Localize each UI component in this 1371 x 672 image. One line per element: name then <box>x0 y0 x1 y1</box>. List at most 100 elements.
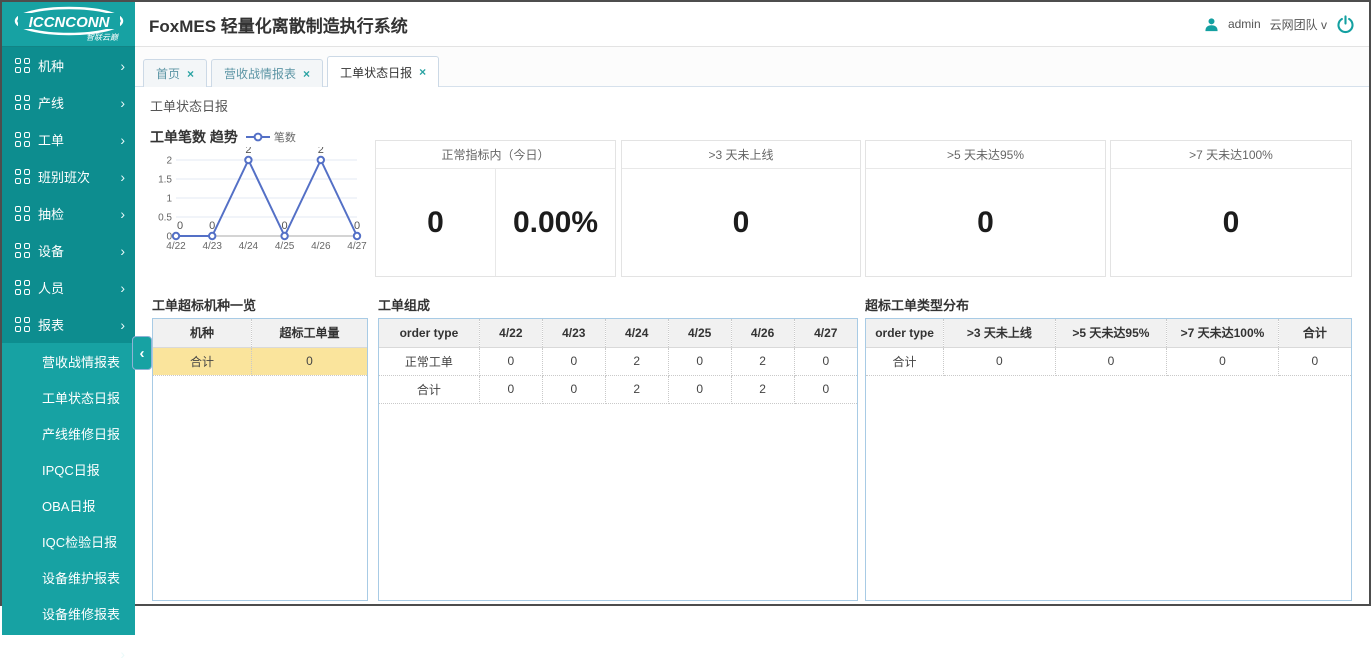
sidebar-subitem-7-0[interactable]: 营收战情报表 <box>42 355 121 370</box>
order-count-trend-chart: 工单笔数 趋势 笔数 0 0.5 1 1.5 2 4/22 4/23 4/24 4/25 4/26… <box>150 127 370 257</box>
table-cell: 0 <box>479 375 543 404</box>
tab-close-icon[interactable]: × <box>303 66 311 81</box>
svg-text:4/24: 4/24 <box>239 241 259 252</box>
table-section-2: 超标工单类型分布 order type >3 天未上线 >5 天未达95% >7 天未达… <box>865 295 1352 601</box>
table-row[interactable]: 合计 0 0 0 0 <box>866 347 1351 376</box>
sidebar-item-1[interactable]: 产线 › <box>2 84 135 121</box>
table-header-cell: 合计 <box>1278 319 1351 348</box>
sidebar-submenu: 营收战情报表 工单状态日报 产线维修日报 IPQC日报 OBA日报 IQC检验日报 设备维护… <box>2 343 135 635</box>
sidebar-item-4[interactable]: 抽检 › <box>2 195 135 232</box>
kpi-card-body: 0 <box>866 169 1105 276</box>
sidebar-item-0[interactable]: 机种 › <box>2 47 135 84</box>
table-cell: 0 <box>794 375 857 404</box>
app-title: FoxMES 轻量化离散制造执行系统 <box>149 16 408 36</box>
chevron-right-icon: › <box>120 279 125 296</box>
sidebar-item-label: 班别班次 <box>38 170 91 185</box>
grid-icon <box>15 169 30 184</box>
kpi-card-body: 0 <box>1111 169 1351 276</box>
sidebar-collapse-button[interactable]: ‹ <box>132 336 152 370</box>
sidebar-subitem-7-4[interactable]: OBA日报 <box>42 499 96 514</box>
user-area: admin 云网团队 v <box>1204 14 1355 34</box>
svg-text:4/22: 4/22 <box>166 241 186 252</box>
topbar: FoxMES 轻量化离散制造执行系统 admin 云网团队 v <box>135 2 1369 47</box>
data-table: order type >3 天未上线 >5 天未达95% >7 天未达100% 合计 合计… <box>866 319 1351 376</box>
chevron-right-icon: › <box>120 205 125 222</box>
kpi-card-3: >7 天未达100% 0 <box>1110 140 1352 277</box>
sidebar-item-6[interactable]: 人员 › <box>2 269 135 306</box>
table-header-cell: 4/25 <box>668 319 732 348</box>
company-logo: ICCNCONN 智联云巅 <box>2 2 135 47</box>
svg-text:2: 2 <box>245 147 251 156</box>
table-cell: 2 <box>605 375 669 404</box>
user-icon <box>1205 17 1218 31</box>
tab-0[interactable]: 首页 × <box>143 59 208 87</box>
sidebar-subitem-7-7[interactable]: 设备维修报表 <box>42 607 121 622</box>
legend-line-marker-icon <box>245 132 270 142</box>
table-title: 工单组成 <box>378 298 431 313</box>
chevron-right-icon: › <box>120 94 125 111</box>
table-container: 机种 超标工单量 合计 0 <box>152 318 368 601</box>
table-cell: 0 <box>794 347 857 376</box>
sidebar-item-label: 系统 <box>38 647 65 662</box>
chevron-right-icon: › <box>120 242 125 259</box>
table-header-cell: 4/22 <box>479 319 543 348</box>
svg-text:2: 2 <box>318 147 324 156</box>
sidebar-item-2[interactable]: 工单 › <box>2 121 135 158</box>
kpi-value: 0 <box>732 205 750 239</box>
table-header-cell: >7 天未达100% <box>1166 319 1279 348</box>
table-row[interactable]: 合计 0 0 2 0 2 0 <box>379 375 857 404</box>
kpi-value: 0 <box>427 205 444 239</box>
svg-text:4/23: 4/23 <box>202 241 222 252</box>
sidebar-group-4: 抽检 › <box>2 195 135 232</box>
table-cell: 0 <box>1055 347 1168 376</box>
team-dropdown[interactable]: 云网团队 v <box>1269 17 1327 32</box>
tab-close-icon[interactable]: × <box>187 66 195 81</box>
chevron-right-icon: › <box>120 168 125 185</box>
table-header-row: order type >3 天未上线 >5 天未达95% >7 天未达100% 合计 <box>866 319 1351 348</box>
sidebar-item-8[interactable]: 系统 › <box>2 635 135 672</box>
sidebar-item-3[interactable]: 班别班次 › <box>2 158 135 195</box>
tab-2[interactable]: 工单状态日报 × <box>327 56 440 87</box>
sidebar-item-label: 人员 <box>38 281 65 296</box>
sidebar-subitem-7-6[interactable]: 设备维护报表 <box>42 571 121 586</box>
sidebar-subitem-7-3[interactable]: IPQC日报 <box>42 463 100 478</box>
sidebar-item-label: 机种 <box>38 59 65 74</box>
table-row[interactable]: 正常工单 0 0 2 0 2 0 <box>379 347 857 376</box>
table-header-cell: 4/26 <box>731 319 795 348</box>
table-header-row: order type 4/22 4/23 4/24 4/25 4/26 4/27 <box>379 319 857 348</box>
table-header-cell: order type <box>866 319 945 348</box>
sidebar-item-5[interactable]: 设备 › <box>2 232 135 269</box>
tab-close-icon[interactable]: × <box>419 65 427 79</box>
table-row[interactable]: 合计 0 <box>153 347 367 376</box>
svg-text:0: 0 <box>282 220 288 232</box>
table-cell: 合计 <box>866 347 945 376</box>
svg-text:4/25: 4/25 <box>275 241 295 252</box>
power-icon[interactable] <box>1336 14 1355 34</box>
table-header-cell: 4/27 <box>794 319 857 348</box>
tab-1[interactable]: 营收战情报表 × <box>211 59 324 87</box>
tab-label: 工单状态日报 <box>340 65 413 80</box>
chevron-right-icon: › <box>120 57 125 74</box>
sidebar-subitem-7-2[interactable]: 产线维修日报 <box>42 427 121 442</box>
svg-text:0: 0 <box>209 220 215 232</box>
table-cell: 0 <box>943 347 1056 376</box>
svg-text:2: 2 <box>166 156 172 167</box>
kpi-value: 0 <box>1222 205 1240 239</box>
kpi-value: 0.00% <box>495 169 615 276</box>
sidebar-item-7[interactable]: 报表 › <box>2 306 135 343</box>
table-cell: 0 <box>1166 347 1279 376</box>
grid-icon <box>15 95 30 110</box>
svg-text:4/27: 4/27 <box>347 241 367 252</box>
sidebar-subitem-7-1[interactable]: 工单状态日报 <box>42 391 121 406</box>
sidebar-subitem-7-5[interactable]: IQC检验日报 <box>42 535 118 550</box>
svg-text:ICCNCONN: ICCNCONN <box>28 14 110 31</box>
chart-legend[interactable]: 笔数 <box>245 129 296 145</box>
sidebar-group-8: 系统 › <box>2 635 135 672</box>
sidebar-item-label: 工单 <box>38 133 65 148</box>
table-header-cell: >3 天未上线 <box>943 319 1056 348</box>
chevron-right-icon: › <box>120 131 125 148</box>
grid-icon <box>15 317 30 332</box>
kpi-card-0: 正常指标内（今日） 0 0.00% <box>375 140 616 277</box>
table-cell: 合计 <box>379 375 480 404</box>
